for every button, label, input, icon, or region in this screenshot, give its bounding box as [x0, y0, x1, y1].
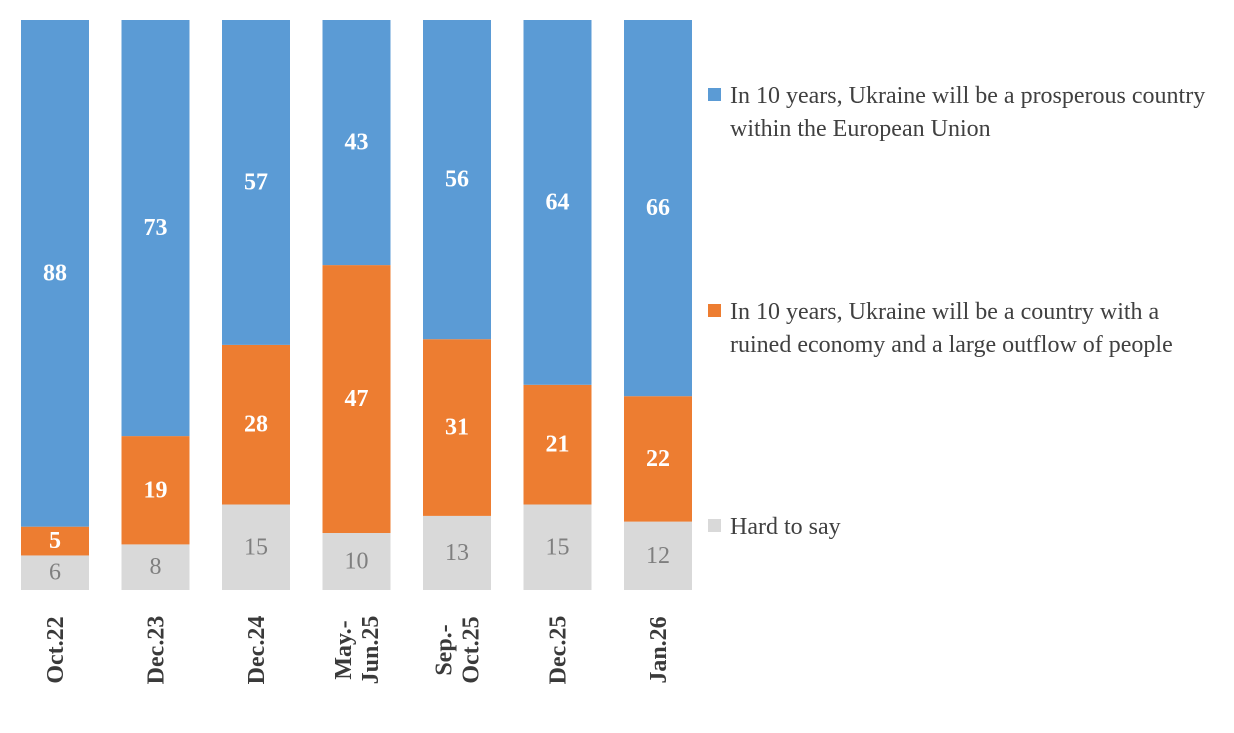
data-label-ruined-2: 28 [244, 412, 268, 438]
bar-ruined-3 [322, 265, 391, 533]
legend-swatch-hard-to-say [708, 519, 721, 532]
bars-layer [21, 20, 692, 590]
data-label-prosperous-5: 64 [546, 189, 570, 215]
bar-prosperous-1 [121, 20, 190, 437]
category-label-3: May.- Jun.25 [331, 616, 384, 685]
bar-prosperous-6 [624, 20, 692, 397]
data-label-hard-to-say-1: 8 [150, 554, 162, 580]
category-label-5: Dec.25 [546, 616, 572, 685]
bar-prosperous-2 [222, 20, 290, 345]
data-label-hard-to-say-6: 12 [646, 543, 670, 569]
bar-hard-to-say-3 [322, 533, 391, 590]
category-label-line-5-0: Dec.25 [546, 616, 572, 685]
legend-item-ruined: In 10 years, Ukraine will be a country w… [708, 296, 1210, 362]
data-label-prosperous-0: 88 [43, 260, 67, 286]
category-label-line-4-0: Sep.- [432, 624, 458, 675]
category-label-line-3-0: May.- [331, 620, 357, 679]
category-label-2: Dec.24 [244, 616, 270, 685]
data-label-ruined-0: 5 [49, 528, 61, 554]
bar-hard-to-say-4 [423, 515, 491, 590]
category-label-line-3-1: Jun.25 [358, 616, 384, 685]
data-label-hard-to-say-2: 15 [244, 534, 268, 560]
bar-prosperous-0 [21, 20, 89, 527]
bar-prosperous-3 [322, 20, 391, 266]
data-label-prosperous-6: 66 [646, 195, 670, 221]
data-label-ruined-4: 31 [445, 415, 469, 441]
category-labels-layer: Oct.22 Dec.23 Dec.24 May.- Jun.25 Sep.- Oct.25… [43, 616, 672, 685]
category-label-line-0-0: Oct.22 [43, 616, 69, 683]
data-label-ruined-6: 22 [646, 446, 670, 472]
category-label-line-1-0: Dec.23 [144, 616, 170, 685]
bar-hard-to-say-6 [624, 521, 692, 590]
legend-item-prosperous: In 10 years, Ukraine will be a prosperou… [708, 80, 1210, 146]
bar-ruined-2 [222, 344, 290, 505]
category-label-line-4-1: Oct.25 [459, 616, 485, 683]
data-label-ruined-5: 21 [546, 432, 570, 458]
bar-hard-to-say-5 [523, 504, 592, 590]
category-label-1: Dec.23 [144, 616, 170, 685]
bar-ruined-5 [523, 384, 592, 505]
legend-label-ruined: In 10 years, Ukraine will be a country w… [730, 299, 1173, 358]
bar-prosperous-5 [523, 20, 592, 385]
bar-ruined-4 [423, 339, 491, 516]
data-label-hard-to-say-3: 10 [345, 549, 369, 575]
category-label-0: Oct.22 [43, 616, 69, 683]
data-label-hard-to-say-5: 15 [546, 534, 570, 560]
category-label-line-6-0: Jan.26 [646, 616, 672, 683]
bar-hard-to-say-2 [222, 504, 290, 590]
bar-ruined-6 [624, 396, 692, 522]
data-label-ruined-3: 47 [345, 386, 369, 412]
stacked-bar-chart: 658881973152857104743133156152164122266 … [21, 20, 692, 685]
category-label-line-2-0: Dec.24 [244, 616, 270, 685]
bar-prosperous-4 [423, 20, 491, 340]
data-label-hard-to-say-0: 6 [49, 560, 61, 586]
category-label-4: Sep.- Oct.25 [432, 616, 485, 683]
data-label-prosperous-1: 73 [144, 215, 168, 241]
legend-label-prosperous: In 10 years, Ukraine will be a prosperou… [730, 83, 1206, 142]
bar-ruined-1 [121, 436, 190, 545]
legend-item-hard-to-say: Hard to say [708, 511, 1210, 544]
legend-swatch-prosperous [708, 88, 721, 101]
legend: In 10 years, Ukraine will be a prosperou… [708, 0, 1218, 733]
bar-hard-to-say-1 [121, 544, 190, 590]
data-label-prosperous-4: 56 [445, 167, 469, 193]
category-label-6: Jan.26 [646, 616, 672, 683]
bar-ruined-0 [21, 526, 89, 556]
data-label-prosperous-2: 57 [244, 169, 268, 195]
legend-swatch-ruined [708, 304, 721, 317]
data-label-prosperous-3: 43 [345, 130, 369, 156]
data-label-ruined-1: 19 [144, 477, 168, 503]
data-label-hard-to-say-4: 13 [445, 540, 469, 566]
bar-hard-to-say-0 [21, 555, 89, 590]
legend-label-hard-to-say: Hard to say [730, 514, 841, 540]
